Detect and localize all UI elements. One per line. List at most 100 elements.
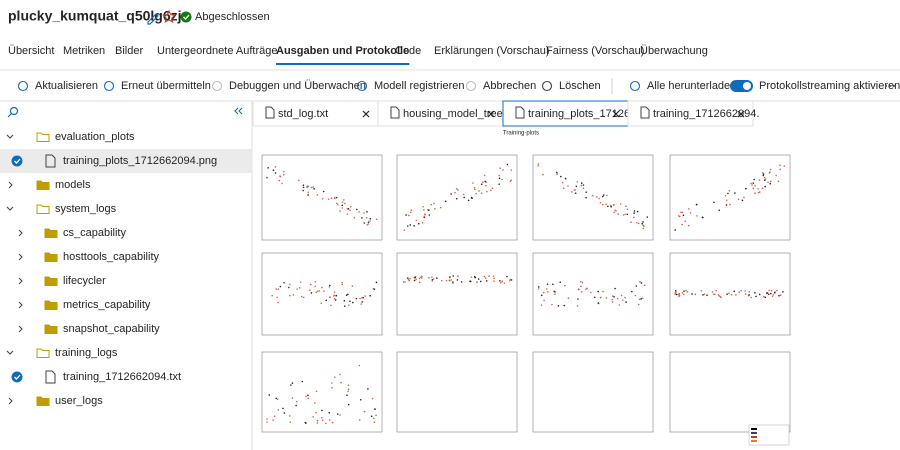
plot-dot (499, 282, 502, 284)
plot-dot (706, 294, 708, 296)
edit-icon[interactable] (147, 13, 159, 25)
more-icon[interactable] (893, 85, 895, 87)
plot-dot (643, 284, 646, 287)
plot-dot (375, 218, 378, 221)
plot-dot (369, 294, 372, 297)
plot-dot (750, 296, 752, 299)
plot-dot (421, 275, 423, 278)
tab[interactable]: Erklärungen (Vorschau) (434, 45, 550, 57)
plot-dot (687, 207, 690, 210)
plot-dot (764, 185, 766, 188)
tab[interactable]: Metriken (63, 45, 105, 57)
plot-dot (562, 187, 565, 190)
plot-dot (361, 301, 364, 303)
chevron[interactable] (6, 134, 14, 139)
tab[interactable]: Fairness (Vorschau) (546, 45, 644, 57)
check-icon (11, 155, 23, 167)
chevron[interactable] (8, 397, 13, 405)
plot-dot (355, 297, 358, 300)
chevron[interactable] (18, 301, 23, 309)
close-icon[interactable] (487, 110, 495, 118)
favorite-icon[interactable] (162, 9, 176, 23)
tab[interactable]: Überwachung (640, 45, 708, 57)
plot-dot (486, 190, 488, 193)
plot-dot (341, 201, 344, 203)
close-icon[interactable] (612, 110, 620, 118)
plot-dot (642, 227, 645, 230)
tab[interactable]: Ausgaben und Protokolle (276, 45, 409, 57)
plot-dot (725, 204, 728, 206)
tree-label[interactable]: training_logs (55, 347, 118, 359)
file-icon (640, 106, 650, 119)
plot-dot (404, 281, 406, 283)
plot-dot (430, 203, 433, 206)
chevron[interactable] (6, 206, 14, 211)
plot-dot (491, 187, 494, 190)
plot-dot (757, 188, 759, 190)
plot-dot (371, 397, 374, 400)
search-icon[interactable] (7, 106, 19, 118)
tab[interactable]: Untergeordnete Aufträge (157, 45, 277, 57)
chevron[interactable] (18, 325, 23, 333)
chevron[interactable] (18, 277, 23, 285)
more-icon[interactable] (885, 85, 887, 87)
tree-label[interactable]: lifecycler (63, 275, 106, 287)
more-icon[interactable] (889, 85, 891, 87)
chevron[interactable] (18, 253, 23, 261)
tree-label[interactable]: models (55, 179, 91, 191)
plot-dot (687, 224, 690, 227)
plot-dot (715, 289, 717, 292)
plot-dot (323, 290, 325, 292)
plot-dot (316, 290, 319, 292)
plot-dot (439, 206, 442, 209)
plot-dot (330, 197, 333, 200)
plot-dot (501, 178, 503, 181)
tree-label[interactable]: metrics_capability (63, 299, 151, 311)
toolbar-label[interactable]: Alle herunterladen (647, 80, 736, 92)
plot-dot (700, 289, 702, 292)
plot-dot (726, 293, 728, 295)
tree-label[interactable]: evaluation_plots (55, 131, 135, 143)
plot-dot (333, 298, 336, 300)
plot-dot (674, 289, 677, 292)
toolbar-icon (541, 80, 553, 92)
toolbar-icon (103, 80, 115, 92)
plot-dot (636, 221, 638, 224)
plot-dot (470, 196, 473, 199)
plot-dot (335, 196, 338, 199)
chevron[interactable] (18, 229, 23, 237)
plot-dot (367, 223, 370, 225)
tree-label[interactable]: system_logs (55, 203, 117, 215)
chevron[interactable] (6, 350, 14, 355)
toolbar-label[interactable]: Modell registrieren (374, 80, 464, 92)
plot-dot (276, 398, 279, 401)
file-tab[interactable] (252, 100, 379, 127)
toolbar-label[interactable]: Löschen (559, 80, 601, 92)
plot-dot (327, 198, 330, 200)
plot-dot (367, 221, 370, 223)
toolbar-label[interactable]: Erneut übermitteln (121, 80, 211, 92)
plot-dot (314, 402, 316, 404)
chevron[interactable] (8, 181, 13, 189)
tree-label[interactable]: training_1712662094.txt (63, 371, 181, 383)
collapse-icon[interactable] (234, 107, 243, 115)
tab[interactable]: Code (395, 45, 421, 57)
plot-dot (743, 196, 745, 199)
plot-dot (686, 290, 689, 293)
preview-title: Training-plots (503, 131, 539, 137)
toolbar-label[interactable]: Aktualisieren (35, 80, 98, 92)
tab[interactable]: Bilder (115, 45, 143, 57)
plot-dot (359, 297, 361, 300)
tree-label[interactable]: training_plots_1712662094.png (63, 155, 217, 167)
tree-label[interactable]: user_logs (55, 395, 103, 407)
plot-dot (462, 193, 465, 196)
tab[interactable]: Übersicht (8, 45, 54, 57)
plot-dot (641, 222, 644, 225)
close-icon[interactable] (362, 110, 370, 118)
tree-label[interactable]: hosttools_capability (63, 251, 160, 263)
close-icon[interactable] (737, 110, 745, 118)
plot-dot (713, 201, 715, 204)
tree-label[interactable]: snapshot_capability (63, 323, 160, 335)
tree-label[interactable]: cs_capability (63, 227, 126, 239)
plot-dot (373, 288, 376, 290)
